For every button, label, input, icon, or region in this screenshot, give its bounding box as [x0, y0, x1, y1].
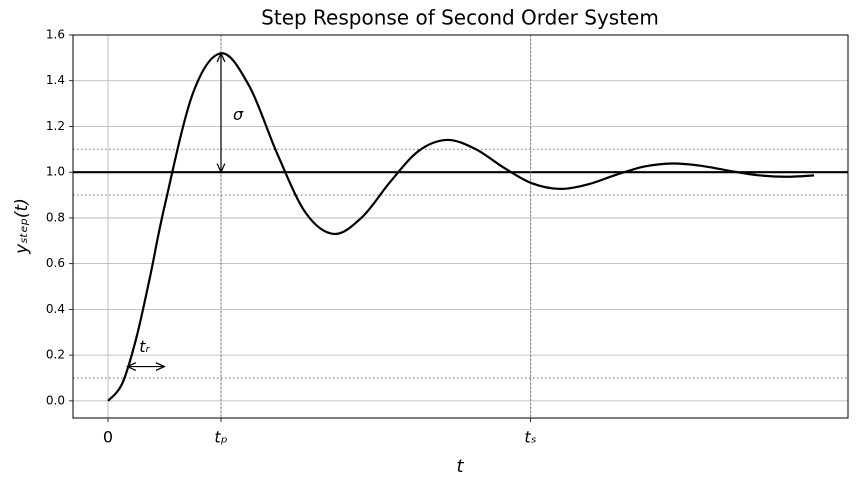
y-tick-label: 1.4: [46, 73, 65, 87]
chart-title: Step Response of Second Order System: [261, 6, 659, 30]
y-tick-label: 0.8: [46, 210, 65, 224]
y-tick-label: 0.0: [46, 393, 65, 407]
y-tick-label: 0.2: [46, 348, 65, 362]
x-tick-label: tₚ: [214, 428, 227, 447]
y-axis-label: yₛₜₑₚ(t): [12, 198, 32, 255]
x-tick-label: 0: [103, 428, 113, 447]
annotation-label: σ: [233, 105, 244, 124]
y-tick-label: 0.6: [46, 256, 65, 270]
y-tick-label: 1.0: [46, 165, 65, 179]
x-tick-label: tₛ: [524, 428, 536, 447]
plot-frame: [72, 34, 849, 419]
response-line: [107, 52, 815, 402]
x-axis-label: t: [456, 456, 464, 477]
y-tick-label: 1.6: [46, 28, 65, 42]
y-tick-label: 0.4: [46, 302, 65, 316]
y-tick-label: 1.2: [46, 119, 65, 133]
annotation-label: tᵣ: [139, 337, 150, 356]
